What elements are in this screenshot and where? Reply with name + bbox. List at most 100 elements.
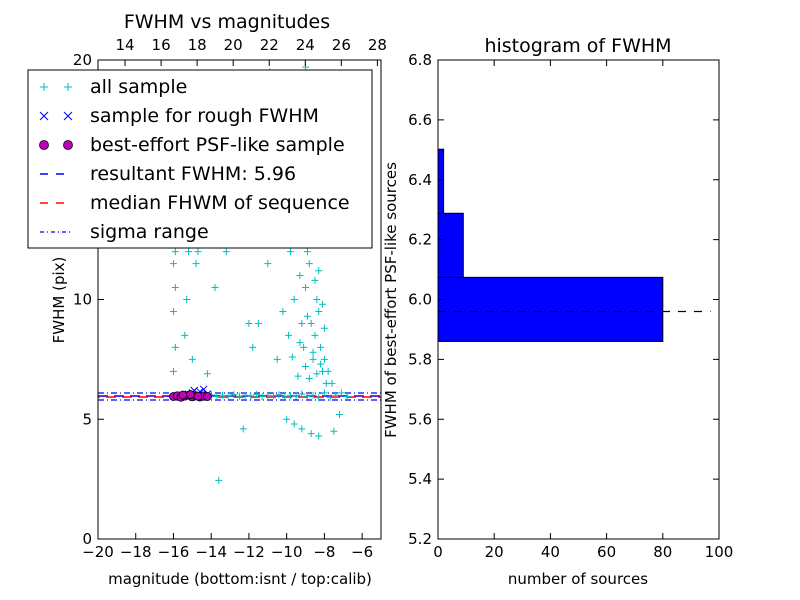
- all-sample-point: [337, 389, 345, 397]
- all-sample-point: [203, 370, 211, 378]
- all-sample-point: [169, 260, 177, 268]
- left-plot-marks: [169, 63, 351, 484]
- all-sample-point: [239, 425, 247, 433]
- all-sample-point: [305, 260, 313, 268]
- all-sample-point: [245, 319, 253, 327]
- all-sample-point: [192, 260, 200, 268]
- histogram-bar: [437, 148, 445, 214]
- all-sample-point: [320, 355, 328, 363]
- all-sample-point: [281, 392, 289, 400]
- all-sample-point: [305, 375, 313, 383]
- all-sample-point: [315, 432, 323, 440]
- all-sample-point: [343, 392, 351, 400]
- all-sample-point: [171, 343, 179, 351]
- all-sample-point: [171, 284, 179, 292]
- left-top-x-tick-label: 14: [115, 36, 134, 54]
- legend: all sample sample for rough FWHM best-effo…: [27, 69, 373, 249]
- left-chart-title: FWHM vs magnitudes: [124, 11, 330, 33]
- all-sample-point: [319, 300, 327, 308]
- left-top-x-tick-label: 28: [368, 36, 387, 54]
- all-sample-point: [298, 319, 306, 327]
- legend-box: [27, 69, 373, 249]
- left-x-tick-label: −8: [313, 543, 335, 561]
- right-y-tick-label: 6.8: [408, 51, 432, 69]
- right-y-tick-label: 5.2: [408, 530, 432, 548]
- all-sample-point: [311, 331, 319, 339]
- psf-like-point: [203, 392, 212, 401]
- all-sample-point: [283, 415, 291, 423]
- right-y-tick-label: 5.6: [408, 410, 432, 428]
- left-x-axis-label: magnitude (bottom:isnt / top:calib): [108, 570, 372, 588]
- all-sample-point: [315, 394, 323, 402]
- right-y-tick-label: 5.4: [408, 470, 432, 488]
- all-sample-point: [335, 410, 343, 418]
- all-sample-point: [286, 248, 294, 256]
- all-sample-point: [247, 392, 255, 400]
- psf-like-point: [186, 390, 195, 399]
- all-sample-point: [275, 391, 283, 399]
- right-y-tick-label: 6.6: [408, 111, 432, 129]
- all-sample-point: [194, 248, 202, 256]
- all-sample-point: [169, 367, 177, 375]
- right-x-tick-label: 0: [433, 543, 443, 561]
- legend-marker-x: [39, 111, 49, 121]
- all-sample-point: [183, 296, 191, 303]
- right-y-tick-label: 6.0: [408, 291, 432, 309]
- right-x-tick-label: 80: [653, 543, 672, 561]
- left-x-tick-label: −20: [82, 543, 114, 561]
- all-sample-point: [307, 430, 315, 438]
- all-sample-point: [302, 284, 310, 292]
- all-sample-point: [294, 372, 302, 380]
- left-axis-ticks: −20 −18 −16 −14 −12 −10 −8 −6 0 5 10 20 14 16 18 20 22 24…: [73, 36, 387, 561]
- all-sample-point: [303, 392, 311, 400]
- all-sample-point: [249, 343, 257, 351]
- all-sample-point: [317, 360, 325, 368]
- all-sample-point: [303, 312, 311, 320]
- all-sample-point: [309, 391, 317, 399]
- all-sample-point: [326, 394, 334, 402]
- all-sample-point: [285, 331, 293, 339]
- left-x-tick-label: −18: [120, 543, 152, 561]
- all-sample-point: [181, 331, 189, 339]
- all-sample-point: [188, 355, 196, 363]
- all-sample-point: [288, 353, 296, 361]
- psf-like-point: [178, 390, 188, 400]
- all-sample-point: [254, 319, 262, 327]
- legend-marker-x: [63, 111, 73, 121]
- legend-label: resultant FWHM: 5.96: [90, 163, 296, 185]
- all-sample-point: [309, 348, 317, 356]
- all-sample-point: [264, 260, 272, 268]
- legend-marker-plus: [64, 83, 72, 91]
- all-sample-point: [320, 324, 328, 332]
- all-sample-point: [298, 425, 306, 433]
- all-sample-point: [298, 390, 306, 398]
- all-sample-point: [171, 248, 179, 256]
- legend-marker-circle: [63, 140, 73, 150]
- all-sample-point: [313, 370, 321, 378]
- all-sample-point: [290, 296, 298, 303]
- all-sample-point: [317, 343, 325, 351]
- legend-marker-circle: [39, 140, 49, 150]
- all-sample-point: [236, 392, 243, 400]
- right-y-axis-label: FWHM of best-effort PSF-like sources: [382, 162, 400, 438]
- all-sample-point: [213, 392, 221, 400]
- right-y-tick-label: 6.2: [408, 231, 432, 249]
- all-sample-point: [290, 420, 298, 428]
- all-sample-point: [211, 284, 219, 292]
- left-y-tick-label: 5: [82, 410, 92, 428]
- right-x-tick-label: 40: [541, 543, 560, 561]
- legend-label: sigma range: [90, 221, 209, 243]
- all-sample-point: [185, 248, 193, 256]
- all-sample-point: [169, 307, 177, 315]
- rough-fwhm-point: [199, 385, 208, 394]
- right-chart-title: histogram of FWHM: [484, 35, 671, 57]
- all-sample-point: [313, 296, 321, 303]
- left-top-x-tick-label: 26: [332, 36, 351, 54]
- all-sample-point: [252, 390, 260, 398]
- left-top-x-tick-label: 16: [152, 36, 171, 54]
- all-sample-point: [330, 427, 338, 435]
- all-sample-point: [230, 391, 238, 399]
- right-x-axis-label: number of sources: [508, 570, 648, 588]
- left-y-tick-label: 0: [82, 530, 92, 548]
